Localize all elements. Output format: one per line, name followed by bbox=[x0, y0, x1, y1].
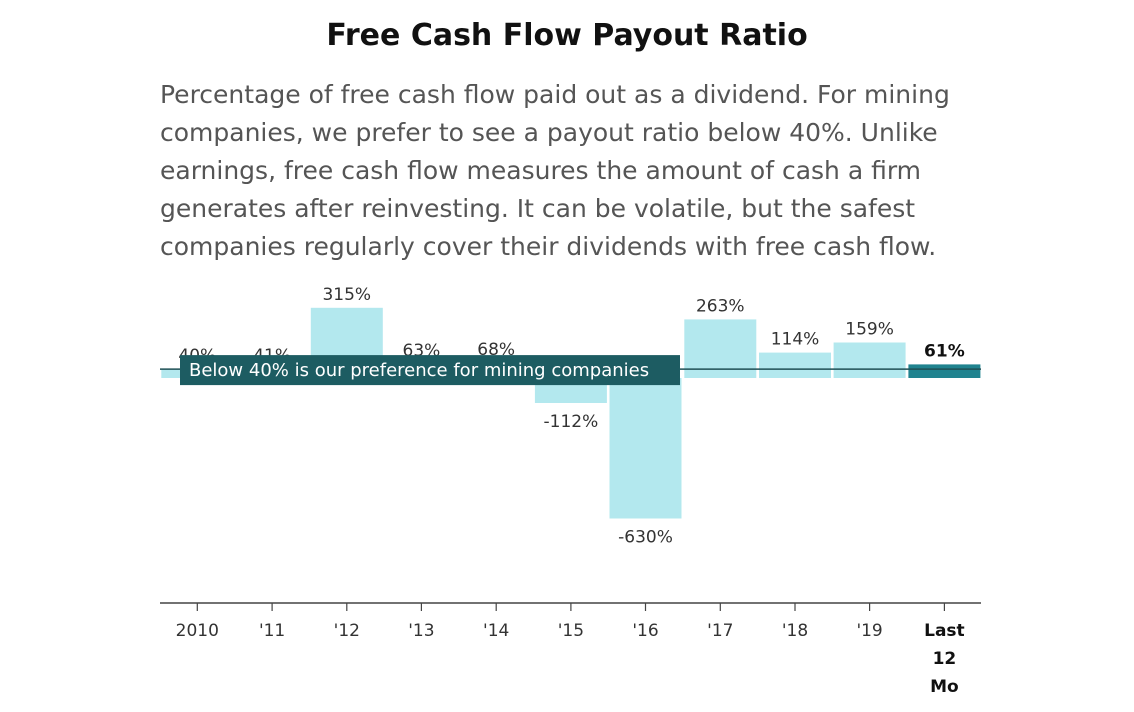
bar-9 bbox=[833, 342, 906, 378]
reference-label: Below 40% is our preference for mining c… bbox=[189, 360, 649, 381]
reference-label-box bbox=[180, 355, 680, 386]
x-tick-label-10: Last 12 Mo bbox=[924, 621, 965, 697]
bar-10 bbox=[908, 364, 981, 378]
x-tick-label-6: '16 bbox=[632, 621, 658, 641]
bar-7 bbox=[684, 319, 757, 378]
x-tick-label-2: '12 bbox=[334, 621, 360, 641]
x-tick-label-3: '13 bbox=[408, 621, 434, 641]
value-label-8: 114% bbox=[771, 330, 820, 350]
value-labels-group: 40%41%315%63%68%-112%-630%263%114%159%61… bbox=[178, 285, 964, 548]
value-label-2: 315% bbox=[322, 285, 371, 305]
x-tick-label-5: '15 bbox=[558, 621, 584, 641]
reference-line-group: Below 40% is our preference for mining c… bbox=[160, 355, 981, 386]
x-tick-label-9: '19 bbox=[856, 621, 882, 641]
x-tick-label-7: '17 bbox=[707, 621, 733, 641]
value-label-4: 68% bbox=[477, 340, 515, 360]
x-tick-label-8: '18 bbox=[782, 621, 808, 641]
x-tick-label-4: '14 bbox=[483, 621, 509, 641]
bar-8 bbox=[759, 352, 831, 378]
value-label-7: 263% bbox=[696, 296, 745, 316]
chart-description: Percentage of free cash flow paid out as… bbox=[160, 80, 950, 261]
value-label-6: -630% bbox=[618, 528, 673, 548]
bar-6 bbox=[609, 378, 682, 519]
value-label-5: -112% bbox=[544, 412, 599, 432]
value-label-10: 61% bbox=[924, 341, 965, 361]
chart-title: Free Cash Flow Payout Ratio bbox=[326, 18, 808, 53]
x-tick-label-0: 2010 bbox=[176, 621, 219, 641]
x-tick-label-1: '11 bbox=[259, 621, 285, 641]
value-label-9: 159% bbox=[845, 320, 894, 340]
x-axis: 2010 '11 '12 '13 '14 '15 '16 '17 '18 '19 Last 12 Mo bbox=[160, 602, 981, 697]
